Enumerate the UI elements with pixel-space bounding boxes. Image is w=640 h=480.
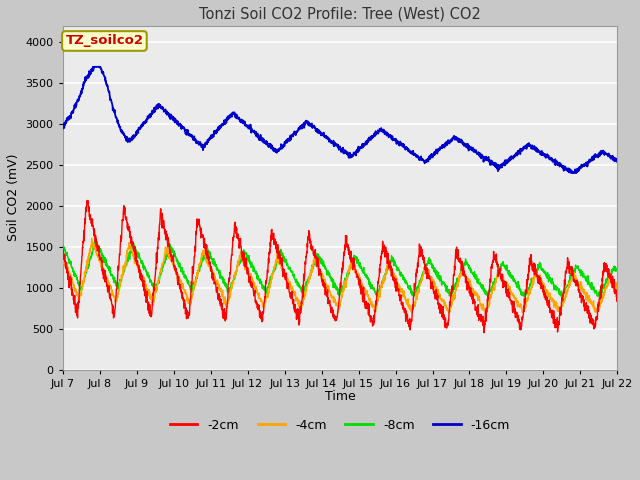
X-axis label: Time: Time	[324, 390, 355, 403]
Title: Tonzi Soil CO2 Profile: Tree (West) CO2: Tonzi Soil CO2 Profile: Tree (West) CO2	[199, 7, 481, 22]
Text: TZ_soilco2: TZ_soilco2	[65, 35, 143, 48]
Y-axis label: Soil CO2 (mV): Soil CO2 (mV)	[7, 154, 20, 241]
Legend: -2cm, -4cm, -8cm, -16cm: -2cm, -4cm, -8cm, -16cm	[165, 414, 515, 437]
